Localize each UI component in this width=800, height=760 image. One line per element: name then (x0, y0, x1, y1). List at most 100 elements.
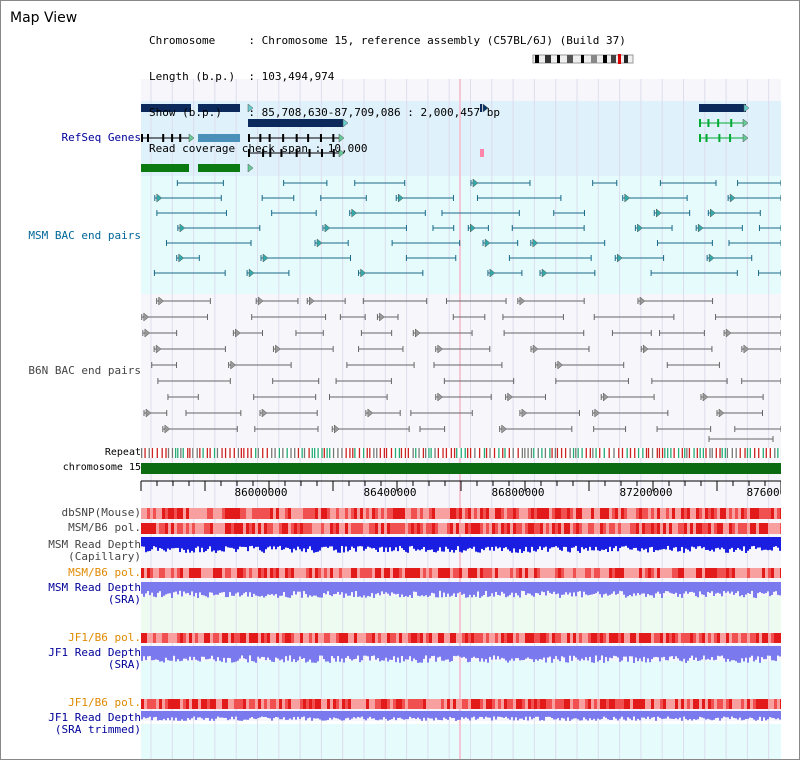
track-label-msm-b6-pol-2[interactable]: MSM/B6 pol. (68, 566, 141, 579)
track-label-chromosome[interactable]: chromosome 15 (62, 462, 141, 473)
depth-bar (689, 537, 691, 552)
chromosome-ideogram[interactable] (531, 53, 636, 65)
depth-bar (507, 711, 509, 719)
heat-cell (696, 568, 699, 578)
heat-cell (315, 568, 318, 578)
heat-cell (645, 523, 648, 534)
heat-cell (645, 508, 648, 519)
track-label-msm-b6-pol-1[interactable]: MSM/B6 pol. (68, 521, 141, 534)
heat-cell (351, 699, 354, 709)
depth-bar (231, 582, 233, 596)
depth-bar (449, 646, 451, 662)
heat-cell (708, 568, 711, 578)
depth-bar (387, 582, 389, 594)
heat-cell (528, 523, 531, 534)
depth-bar (355, 582, 357, 592)
heat-cell (159, 568, 162, 578)
depth-bar (769, 537, 771, 550)
track-label-refseq[interactable]: RefSeq Genes (61, 131, 141, 144)
heat-cell (654, 523, 657, 534)
depth-bar (593, 537, 595, 551)
depth-bar (765, 646, 767, 660)
depth-bar (147, 537, 149, 552)
heat-cell (261, 699, 264, 709)
heat-cell (366, 508, 369, 519)
depth-bar (697, 582, 699, 598)
heat-cell (540, 633, 543, 643)
track-label-repeat[interactable]: Repeat (104, 447, 141, 458)
strand-arrow (179, 223, 186, 233)
depth-bar (615, 646, 617, 657)
heat-cell (729, 508, 732, 519)
track-label-dbsnp[interactable]: dbSNP(Mouse) (61, 506, 141, 519)
heat-cell (561, 699, 564, 709)
depth-bar (243, 582, 245, 594)
heat-cell (300, 508, 303, 519)
heat-cell (648, 699, 651, 709)
depth-bar (397, 582, 399, 594)
depth-bar (579, 582, 581, 592)
heat-cell (396, 699, 399, 709)
depth-bar (665, 711, 667, 719)
heat-cell (606, 699, 609, 709)
heat-cell (618, 568, 621, 578)
heat-cell (750, 508, 753, 519)
heat-cell (495, 633, 498, 643)
heat-cell (753, 633, 756, 643)
heat-cell (624, 523, 627, 534)
depth-bar (469, 711, 471, 721)
gene-exon (280, 149, 283, 157)
track-label-b6n-bac[interactable]: B6N BAC end pairs (28, 364, 141, 377)
depth-bar (169, 582, 171, 594)
heat-cell (504, 633, 507, 643)
heat-cell (150, 699, 153, 709)
heat-cell (627, 523, 630, 534)
heat-cell (426, 633, 429, 643)
track-label-msm-read-depth-sra[interactable]: MSM Read Depth (SRA) (1, 582, 141, 606)
depth-bar (573, 537, 575, 548)
track-label-msm-bac[interactable]: MSM BAC end pairs (28, 229, 141, 242)
page-title: Map View (10, 10, 78, 26)
heat-cell (549, 699, 552, 709)
depth-bar (725, 646, 727, 662)
heat-cell (186, 523, 189, 534)
heat-cell (369, 633, 372, 643)
heat-cell (543, 633, 546, 643)
heat-cell (693, 523, 696, 534)
heat-cell (636, 633, 639, 643)
depth-bar (731, 582, 733, 592)
depth-bar (733, 582, 735, 595)
depth-bar (371, 711, 373, 719)
track-label-jf1-read-depth-trimmed[interactable]: JF1 Read Depth (SRA trimmed) (1, 712, 141, 736)
depth-bar (477, 537, 479, 553)
heat-cell (720, 523, 723, 534)
heat-cell (324, 568, 327, 578)
strand-arrow (415, 328, 421, 338)
depth-bar (427, 537, 429, 551)
heat-cell (174, 568, 177, 578)
depth-bar (231, 537, 233, 548)
track-label-msm-read-depth-capillary[interactable]: MSM Read Depth (Capillary) (1, 539, 141, 563)
heat-cell (660, 633, 663, 643)
depth-bar (411, 582, 413, 598)
depth-bar (661, 537, 663, 550)
repeat-mark (749, 448, 751, 458)
depth-bar (435, 646, 437, 662)
repeat-mark (460, 448, 462, 458)
depth-bar (715, 582, 717, 594)
track-label-jf1-b6-pol-1[interactable]: JF1/B6 pol. (68, 631, 141, 644)
track-label-jf1-b6-pol-2[interactable]: JF1/B6 pol. (68, 696, 141, 709)
depth-bar (331, 537, 333, 547)
repeat-mark (705, 448, 707, 458)
heat-cell (147, 699, 150, 709)
track-label-jf1-read-depth-sra[interactable]: JF1 Read Depth (SRA) (1, 647, 141, 671)
depth-bar (213, 582, 215, 596)
heat-cell (351, 568, 354, 578)
heat-cell (498, 568, 501, 578)
depth-bar (675, 711, 677, 719)
depth-bar (513, 537, 515, 549)
depth-bar (359, 582, 361, 597)
heat-cell (468, 633, 471, 643)
depth-bar (559, 711, 561, 721)
depth-bar (773, 646, 775, 661)
